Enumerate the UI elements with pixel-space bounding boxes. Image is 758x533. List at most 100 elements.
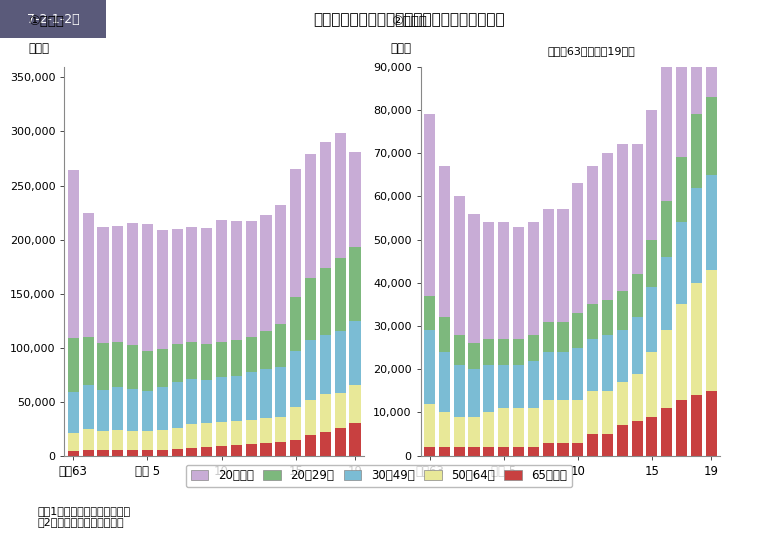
Bar [631, 317, 643, 374]
Bar [142, 450, 153, 456]
Bar [171, 344, 183, 382]
Bar [305, 154, 316, 278]
Bar [484, 222, 494, 339]
Bar [305, 400, 316, 435]
Bar [305, 340, 316, 400]
Text: 一般刑法犯の男女別・年齢層別検挙人員の推移: 一般刑法犯の男女別・年齢層別検挙人員の推移 [314, 12, 505, 27]
Bar [498, 222, 509, 339]
Bar [617, 144, 628, 292]
Bar [334, 133, 346, 258]
Bar [528, 408, 539, 447]
Bar [157, 430, 168, 450]
Bar [691, 395, 702, 456]
Bar [691, 283, 702, 395]
Bar [349, 423, 361, 456]
Bar [261, 443, 271, 456]
Bar [0, 0, 106, 38]
Bar [557, 322, 568, 352]
Bar [572, 313, 584, 348]
Bar [647, 417, 657, 456]
Bar [676, 6, 687, 157]
Bar [201, 380, 212, 423]
Bar [706, 391, 717, 456]
Bar [246, 337, 257, 373]
Bar [706, 270, 717, 391]
Bar [647, 110, 657, 239]
Bar [275, 324, 287, 367]
Bar [186, 448, 198, 456]
Bar [647, 239, 657, 287]
Bar [349, 247, 361, 321]
Bar [691, 0, 702, 114]
Bar [127, 223, 138, 345]
Bar [230, 221, 242, 340]
Bar [587, 434, 598, 456]
Bar [424, 114, 435, 296]
Bar [127, 389, 138, 431]
Bar [186, 342, 198, 379]
Bar [216, 422, 227, 446]
Bar [513, 408, 524, 447]
Bar [261, 215, 271, 332]
Bar [334, 393, 346, 427]
Bar [305, 278, 316, 340]
Bar [631, 144, 643, 274]
Bar [661, 58, 672, 200]
Bar [602, 300, 613, 335]
Bar [112, 430, 124, 450]
Bar [290, 440, 301, 456]
Bar [543, 352, 554, 400]
Bar [171, 382, 183, 427]
Bar [617, 425, 628, 456]
Bar [424, 404, 435, 447]
Bar [98, 343, 108, 390]
Bar [454, 196, 465, 335]
Bar [557, 352, 568, 400]
Bar [484, 365, 494, 413]
Bar [83, 213, 94, 337]
Bar [647, 287, 657, 352]
Bar [513, 447, 524, 456]
Bar [661, 257, 672, 330]
Bar [320, 142, 330, 268]
Bar [67, 171, 79, 338]
Bar [587, 166, 598, 304]
Bar [528, 335, 539, 361]
Text: ②　女子: ② 女子 [391, 15, 427, 28]
Bar [557, 443, 568, 456]
Bar [528, 447, 539, 456]
Text: 7-2-1-2図: 7-2-1-2図 [27, 13, 80, 26]
Bar [127, 431, 138, 450]
Bar [230, 445, 242, 456]
Bar [83, 337, 94, 385]
Bar [246, 444, 257, 456]
Bar [676, 157, 687, 222]
Bar [543, 443, 554, 456]
Bar [349, 321, 361, 385]
Bar [513, 227, 524, 339]
Bar [320, 432, 330, 456]
Bar [454, 335, 465, 365]
Bar [543, 322, 554, 352]
Bar [320, 268, 330, 335]
Bar [557, 209, 568, 322]
Bar [617, 330, 628, 382]
Bar [602, 434, 613, 456]
Bar [320, 335, 330, 394]
Bar [112, 386, 124, 430]
Bar [572, 443, 584, 456]
Bar [157, 450, 168, 456]
Bar [661, 408, 672, 456]
Bar [439, 447, 450, 456]
Bar [246, 221, 257, 337]
Bar [528, 361, 539, 408]
Bar [334, 258, 346, 332]
Bar [216, 446, 227, 456]
Text: （人）: （人） [391, 42, 412, 55]
Bar [216, 342, 227, 377]
Bar [498, 447, 509, 456]
Bar [349, 385, 361, 423]
Bar [275, 367, 287, 417]
Legend: 20歳未満, 20～29歳, 30～49歳, 50～64歳, 65歳以上: 20歳未満, 20～29歳, 30～49歳, 50～64歳, 65歳以上 [186, 465, 572, 487]
Bar [334, 427, 346, 456]
